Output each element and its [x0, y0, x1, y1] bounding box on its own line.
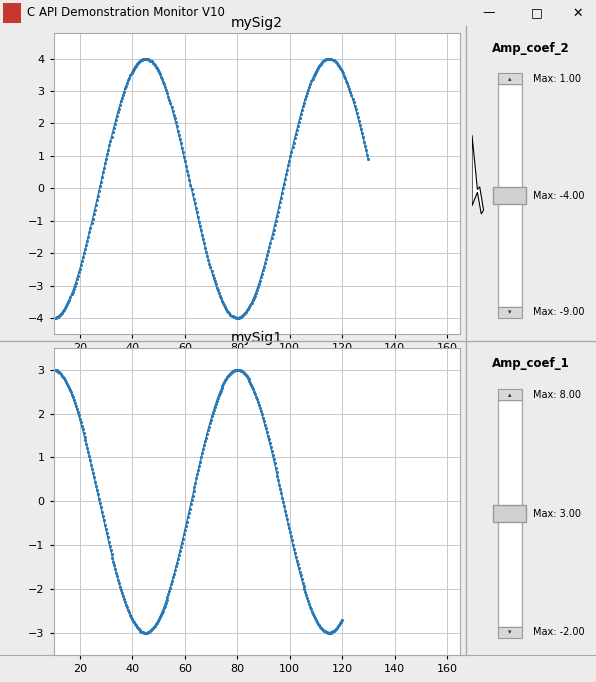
Bar — [493, 505, 526, 522]
Text: Max: 3.00: Max: 3.00 — [533, 509, 581, 518]
Text: Max: -4.00: Max: -4.00 — [533, 190, 585, 201]
Text: —: — — [483, 6, 495, 20]
Text: Max: -2.00: Max: -2.00 — [533, 627, 585, 638]
Text: ▾: ▾ — [508, 310, 511, 315]
Text: Max: 8.00: Max: 8.00 — [533, 389, 581, 400]
Bar — [498, 389, 522, 400]
Text: C API Demonstration Monitor V10: C API Demonstration Monitor V10 — [27, 6, 225, 20]
Text: Amp_coef_1: Amp_coef_1 — [492, 357, 570, 370]
Bar — [498, 627, 522, 638]
Text: ▴: ▴ — [508, 76, 511, 82]
Text: ✕: ✕ — [573, 6, 583, 20]
Text: Max: 1.00: Max: 1.00 — [533, 74, 581, 84]
Text: Max: -9.00: Max: -9.00 — [533, 308, 585, 317]
Text: □: □ — [530, 6, 542, 20]
Bar — [3, 3, 21, 23]
Bar — [493, 188, 526, 204]
Text: ▾: ▾ — [508, 629, 511, 636]
Bar — [498, 307, 522, 318]
Bar — [498, 74, 522, 84]
Text: ▴: ▴ — [508, 391, 511, 398]
Text: Amp_coef_2: Amp_coef_2 — [492, 42, 570, 55]
Title: mySig2: mySig2 — [231, 16, 283, 30]
Bar — [498, 400, 522, 627]
Bar — [498, 84, 522, 307]
Polygon shape — [472, 135, 483, 214]
Title: mySig1: mySig1 — [231, 331, 283, 345]
